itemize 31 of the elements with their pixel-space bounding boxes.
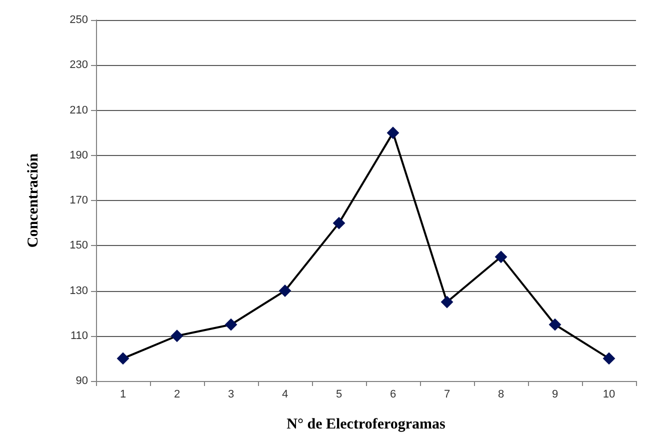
x-tick-label: 2 xyxy=(174,388,180,400)
x-tick-label: 10 xyxy=(602,388,616,400)
point xyxy=(117,352,129,364)
x-tick-label: 7 xyxy=(444,388,450,400)
y-tick-label: 110 xyxy=(70,330,88,342)
point xyxy=(225,318,237,331)
x-tick-label: 3 xyxy=(228,388,234,400)
x-tick-label: 5 xyxy=(336,388,342,400)
y-axis-title: Concentración xyxy=(26,152,42,248)
y-tick-label: 170 xyxy=(70,194,88,206)
x-tick-label: 1 xyxy=(120,388,126,400)
point xyxy=(279,284,291,297)
x-tick-label: 9 xyxy=(552,388,558,400)
point xyxy=(333,217,345,230)
y-tick-label: 210 xyxy=(70,104,88,116)
y-tick-label: 190 xyxy=(70,149,88,162)
x-tick-label: 6 xyxy=(390,388,396,400)
x-tick-label: 4 xyxy=(282,388,288,400)
point xyxy=(603,352,615,364)
x-tick-label: 8 xyxy=(498,388,504,400)
y-tick-label: 230 xyxy=(70,59,88,72)
point xyxy=(441,296,453,308)
x-axis-title: N° de Electroferogramas xyxy=(286,416,446,432)
point xyxy=(495,250,507,263)
point xyxy=(171,330,183,342)
point xyxy=(549,318,561,331)
y-tick-label: 130 xyxy=(70,284,88,297)
y-tick-label: 150 xyxy=(70,240,88,252)
y-tick-label: 250 xyxy=(70,14,88,26)
y-tick-label: 90 xyxy=(76,375,88,387)
point xyxy=(387,126,399,139)
